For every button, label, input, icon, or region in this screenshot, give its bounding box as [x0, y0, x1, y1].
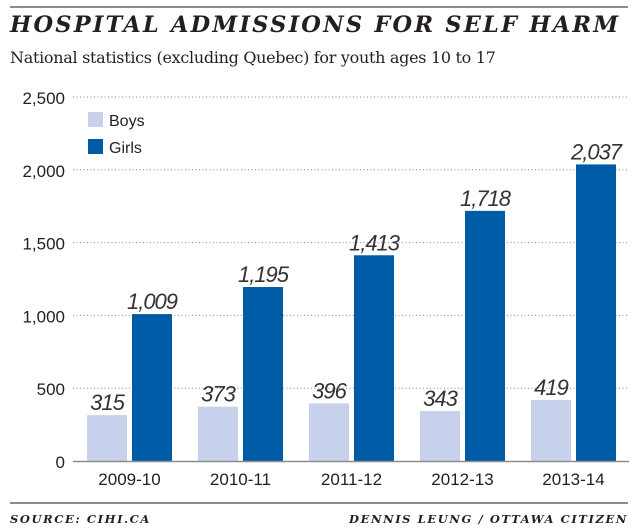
- legend-label-girls: Girls: [109, 140, 142, 157]
- x-tick-label: 2010-11: [210, 470, 271, 489]
- bar-boys: [309, 403, 349, 461]
- x-tick-label: 2009-10: [98, 470, 160, 489]
- y-tick-label: 2,500: [22, 89, 65, 108]
- bar-girls: [132, 314, 172, 461]
- data-label: 1,009: [127, 289, 178, 314]
- source-note: SOURCE: CIHI.CA: [10, 512, 151, 526]
- data-label: 1,195: [238, 262, 290, 287]
- bar-girls: [465, 210, 505, 461]
- legend-label-boys: Boys: [109, 113, 145, 130]
- x-tick-label: 2011-12: [321, 470, 382, 489]
- x-tick-label: 2013-14: [542, 470, 604, 489]
- data-label: 396: [312, 378, 347, 403]
- data-label: 315: [90, 390, 125, 415]
- legend-swatch-boys: [88, 112, 103, 127]
- y-tick-label: 0: [56, 453, 65, 472]
- data-label: 343: [423, 386, 458, 411]
- bar-girls: [354, 255, 394, 461]
- bottom-rule: [10, 502, 628, 504]
- credit-note: DENNIS LEUNG / OTTAWA CITIZEN: [349, 512, 628, 526]
- legend-swatch-girls: [88, 139, 103, 154]
- top-rule: [10, 6, 628, 8]
- data-label: 419: [534, 375, 568, 400]
- data-label: 1,718: [460, 186, 512, 211]
- bar-boys: [198, 406, 238, 461]
- bar-girls: [243, 287, 283, 461]
- bar-boys: [87, 415, 127, 461]
- bar-girls: [576, 164, 616, 462]
- y-tick-label: 1,500: [22, 235, 65, 254]
- y-tick-label: 500: [37, 380, 65, 399]
- bar-boys: [420, 411, 460, 461]
- chart-title: HOSPITAL ADMISSIONS FOR SELF HARM: [10, 12, 621, 38]
- data-label: 373: [201, 382, 236, 407]
- data-label: 1,413: [349, 230, 401, 255]
- y-tick-label: 1,000: [22, 307, 65, 326]
- bar-boys: [531, 399, 571, 461]
- y-tick-label: 2,000: [22, 162, 65, 181]
- chart-subtitle: National statistics (excluding Quebec) f…: [10, 48, 496, 67]
- x-tick-label: 2012-13: [431, 470, 493, 489]
- data-label: 2,037: [570, 139, 623, 164]
